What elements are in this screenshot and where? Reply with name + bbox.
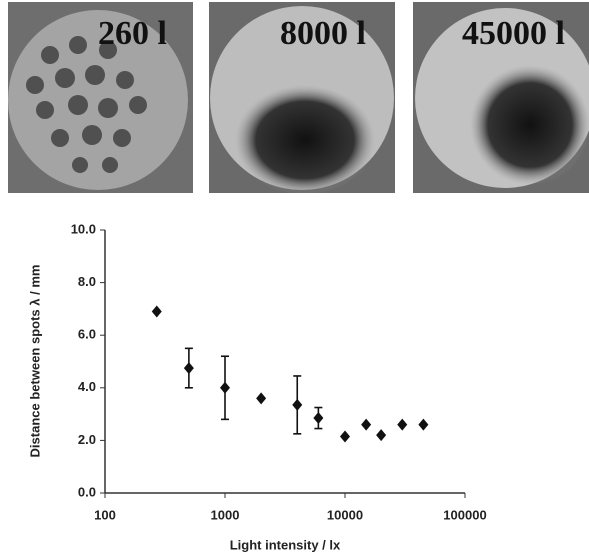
point xyxy=(376,429,387,442)
y-axis-title: Distance between spots λ / mm xyxy=(27,265,42,458)
y-tick-label: 2.0 xyxy=(78,432,96,447)
photo-label: 8000 l xyxy=(280,15,366,52)
point xyxy=(313,412,324,425)
point xyxy=(397,418,408,431)
y-tick-label: 4.0 xyxy=(78,379,96,394)
point xyxy=(256,392,267,405)
point xyxy=(361,418,372,431)
point xyxy=(183,362,194,375)
point xyxy=(292,398,303,411)
photo: 260 l xyxy=(8,2,193,193)
y-tick-label: 0.0 xyxy=(78,484,96,499)
photo-label: 260 l xyxy=(98,15,167,52)
x-axis-title: Light intensity / lx xyxy=(230,537,341,552)
x-tick-label: 10000 xyxy=(327,507,363,522)
x-tick-label: 1000 xyxy=(211,507,240,522)
photo-label: 45000 l xyxy=(462,15,565,52)
photo: 8000 l xyxy=(209,2,395,193)
point xyxy=(151,305,162,318)
x-tick-label: 100 xyxy=(94,507,116,522)
x-tick-label: 100000 xyxy=(443,507,486,522)
point xyxy=(418,418,429,431)
y-tick-label: 10.0 xyxy=(71,221,96,236)
point xyxy=(340,430,350,443)
y-tick-label: 8.0 xyxy=(78,274,96,289)
photo: 45000 l xyxy=(413,2,589,193)
y-tick-label: 6.0 xyxy=(78,327,96,342)
point xyxy=(220,381,230,394)
